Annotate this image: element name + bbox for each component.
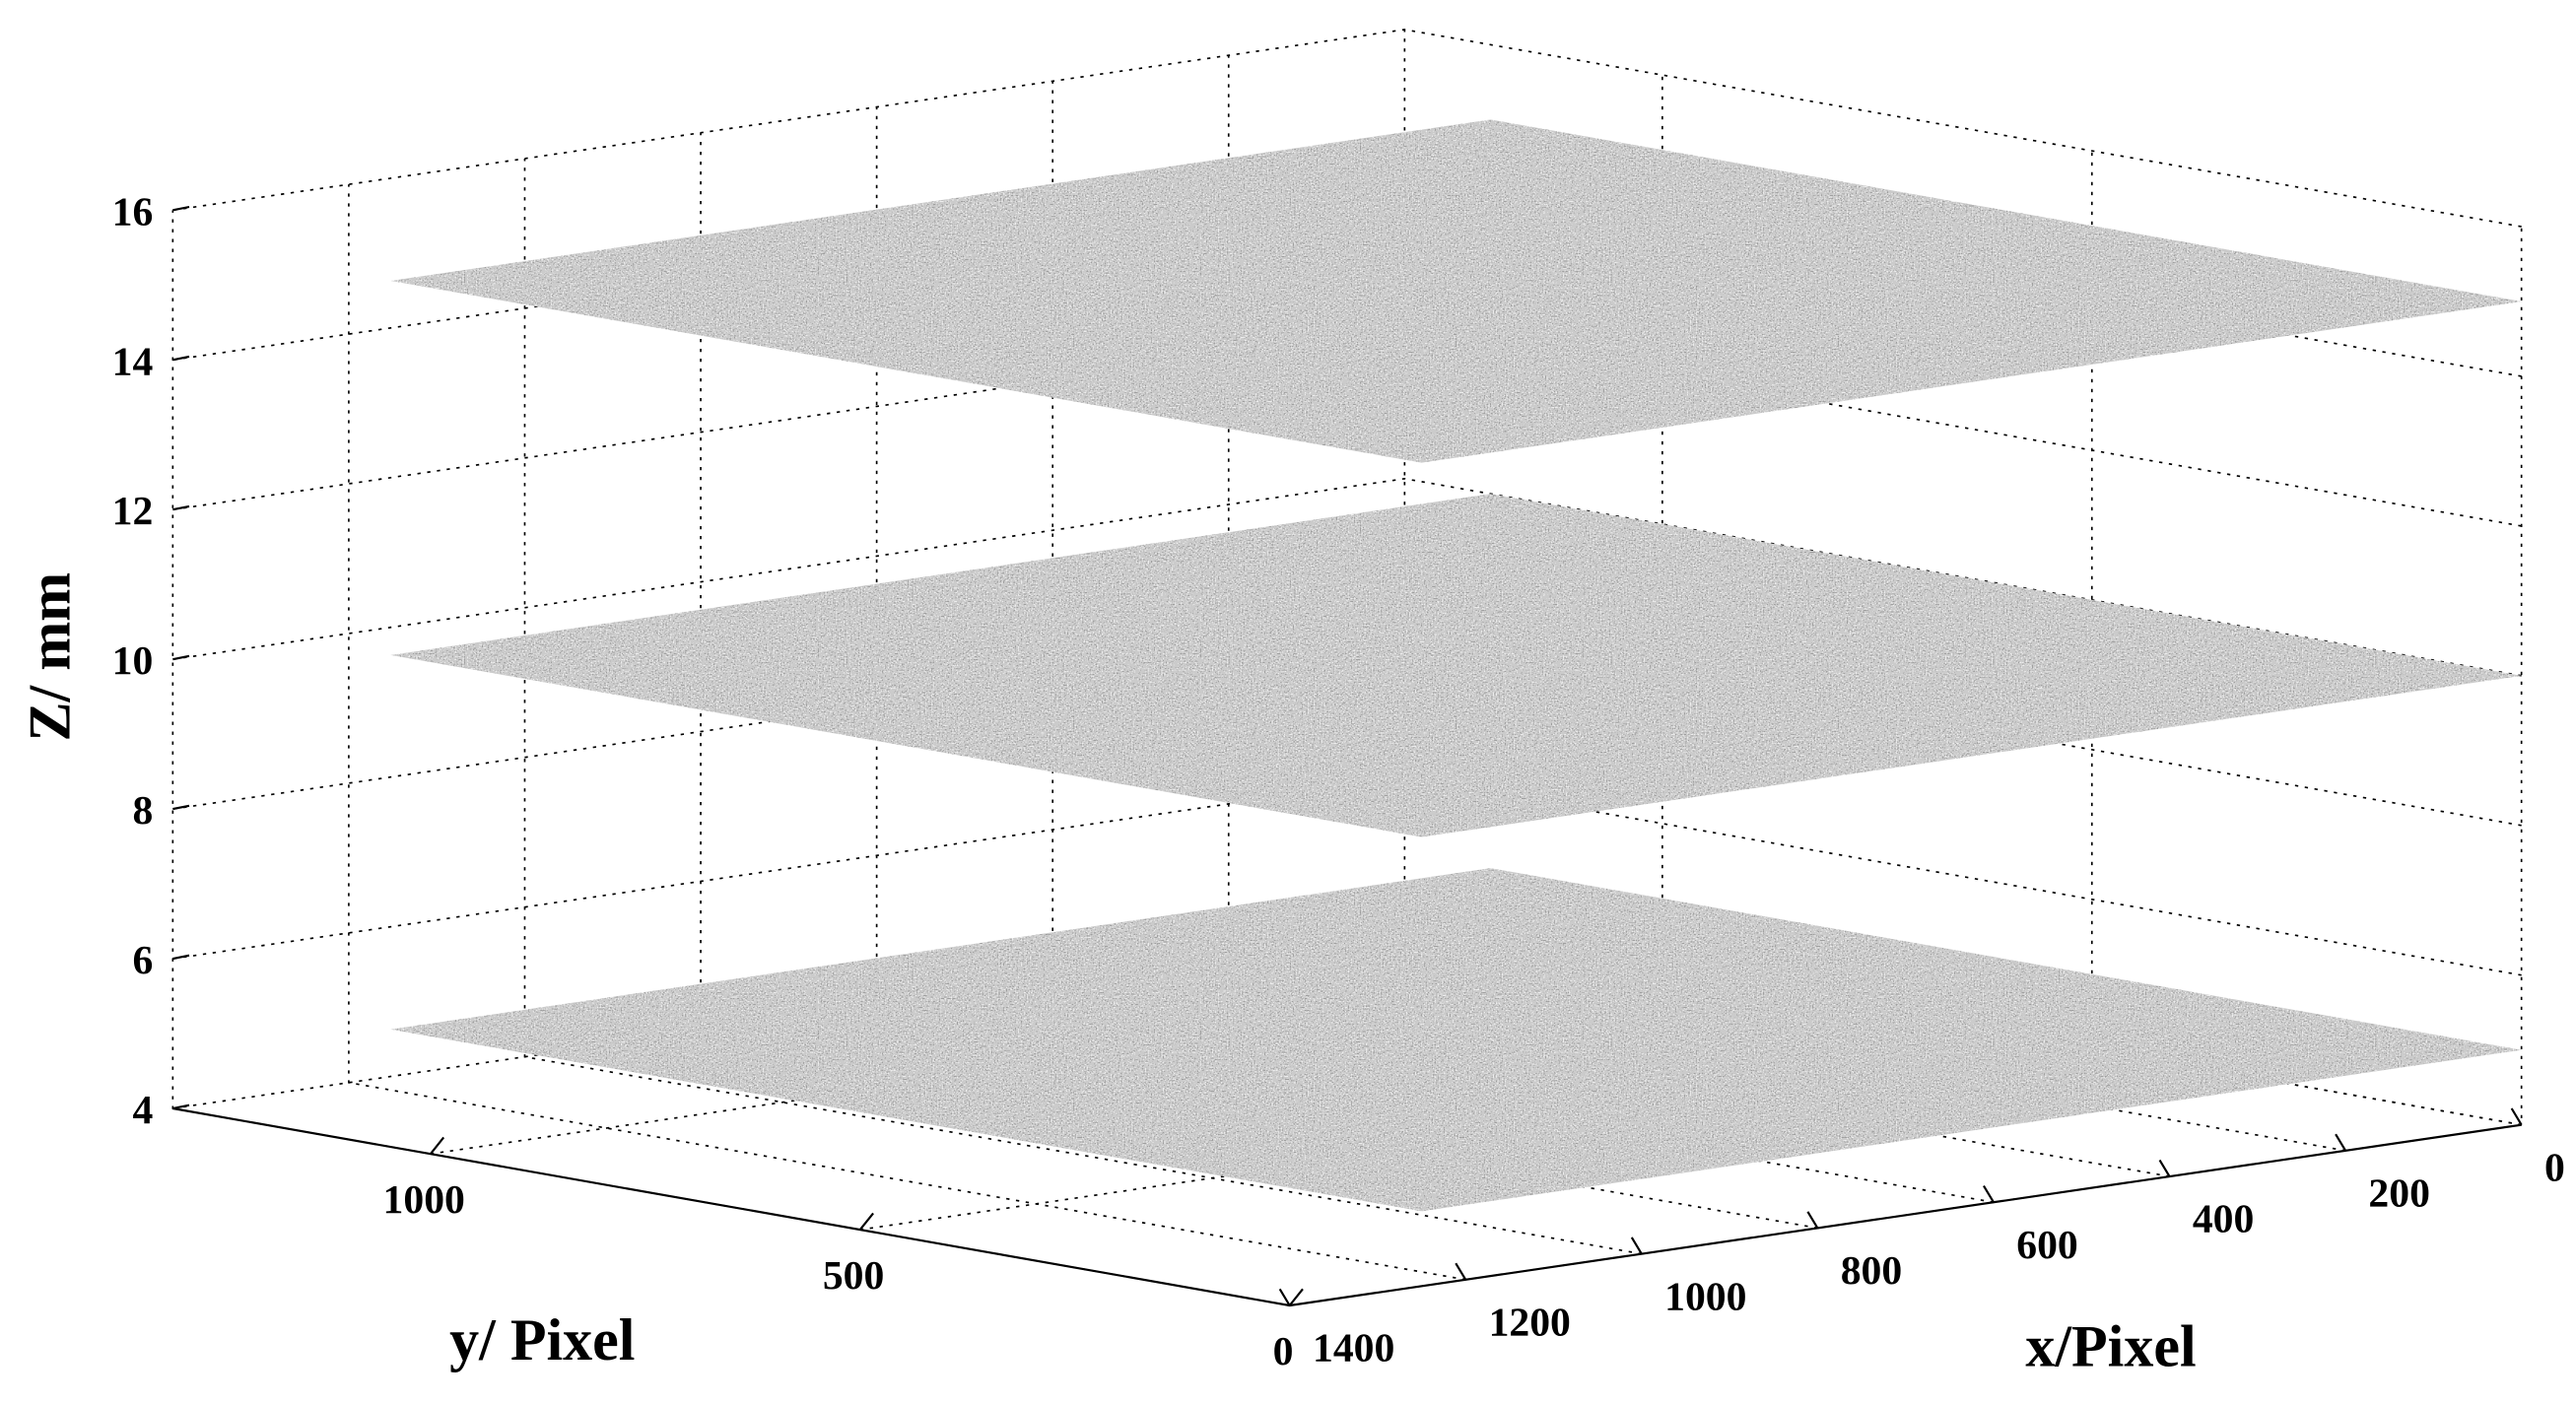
y-tick: [1288, 1288, 1304, 1306]
x-tick-label: 1000: [1664, 1274, 1746, 1319]
x-tick: [2158, 1159, 2171, 1177]
x-tick: [1806, 1211, 1819, 1229]
z-tick: [172, 504, 190, 511]
z-tick-label: 12: [112, 489, 154, 534]
grid-line: [348, 184, 1466, 1281]
z-tick-label: 16: [112, 189, 154, 234]
x-tick-label: 1200: [1489, 1300, 1571, 1345]
x-tick-label: 0: [2544, 1145, 2565, 1190]
x-tick: [1455, 1262, 1467, 1281]
x-tick: [2335, 1133, 2347, 1152]
x-tick: [2510, 1107, 2523, 1126]
x-tick-label: 1400: [1313, 1326, 1394, 1371]
plane: [390, 494, 2522, 837]
grid-line: [523, 158, 1642, 1255]
z-tick: [172, 205, 190, 212]
z-tick: [172, 804, 190, 811]
y-tick-label: 1000: [383, 1177, 465, 1223]
x-tick-label: 600: [2016, 1223, 2077, 1268]
z-tick-label: 6: [133, 938, 154, 983]
plane: [390, 868, 2522, 1212]
x-tick-label: 800: [1841, 1248, 1902, 1294]
x-tick: [1278, 1288, 1291, 1306]
z-tick: [172, 1103, 190, 1110]
z-tick-label: 8: [133, 788, 154, 834]
x-tick-label: 200: [2368, 1171, 2429, 1217]
axes: 4 6 8 10 12 14 16 0 200 400 600 800 1000 1200 1400 0 500…: [112, 189, 2565, 1374]
y-tick: [858, 1212, 874, 1231]
x-tick: [1630, 1237, 1643, 1255]
y-tick-label: 500: [823, 1253, 884, 1299]
z-tick-label: 4: [133, 1088, 154, 1133]
x-tick: [1983, 1185, 1995, 1203]
z-tick: [172, 355, 190, 362]
grid-line: [172, 477, 2522, 677]
z-tick: [172, 654, 190, 661]
z-axis-title: Z/ mm: [17, 572, 82, 742]
planes: [390, 119, 2522, 1212]
x-axis-title: x/Pixel: [2025, 1314, 2196, 1379]
z-tick: [172, 954, 190, 961]
z-tick-label: 14: [112, 339, 154, 384]
plane: [390, 119, 2522, 463]
z-tick-label: 10: [112, 638, 154, 684]
y-axis-title: y/ Pixel: [449, 1307, 635, 1372]
y-tick-label: 0: [1273, 1329, 1294, 1374]
x-tick-label: 400: [2193, 1197, 2254, 1242]
y-tick: [430, 1136, 445, 1155]
